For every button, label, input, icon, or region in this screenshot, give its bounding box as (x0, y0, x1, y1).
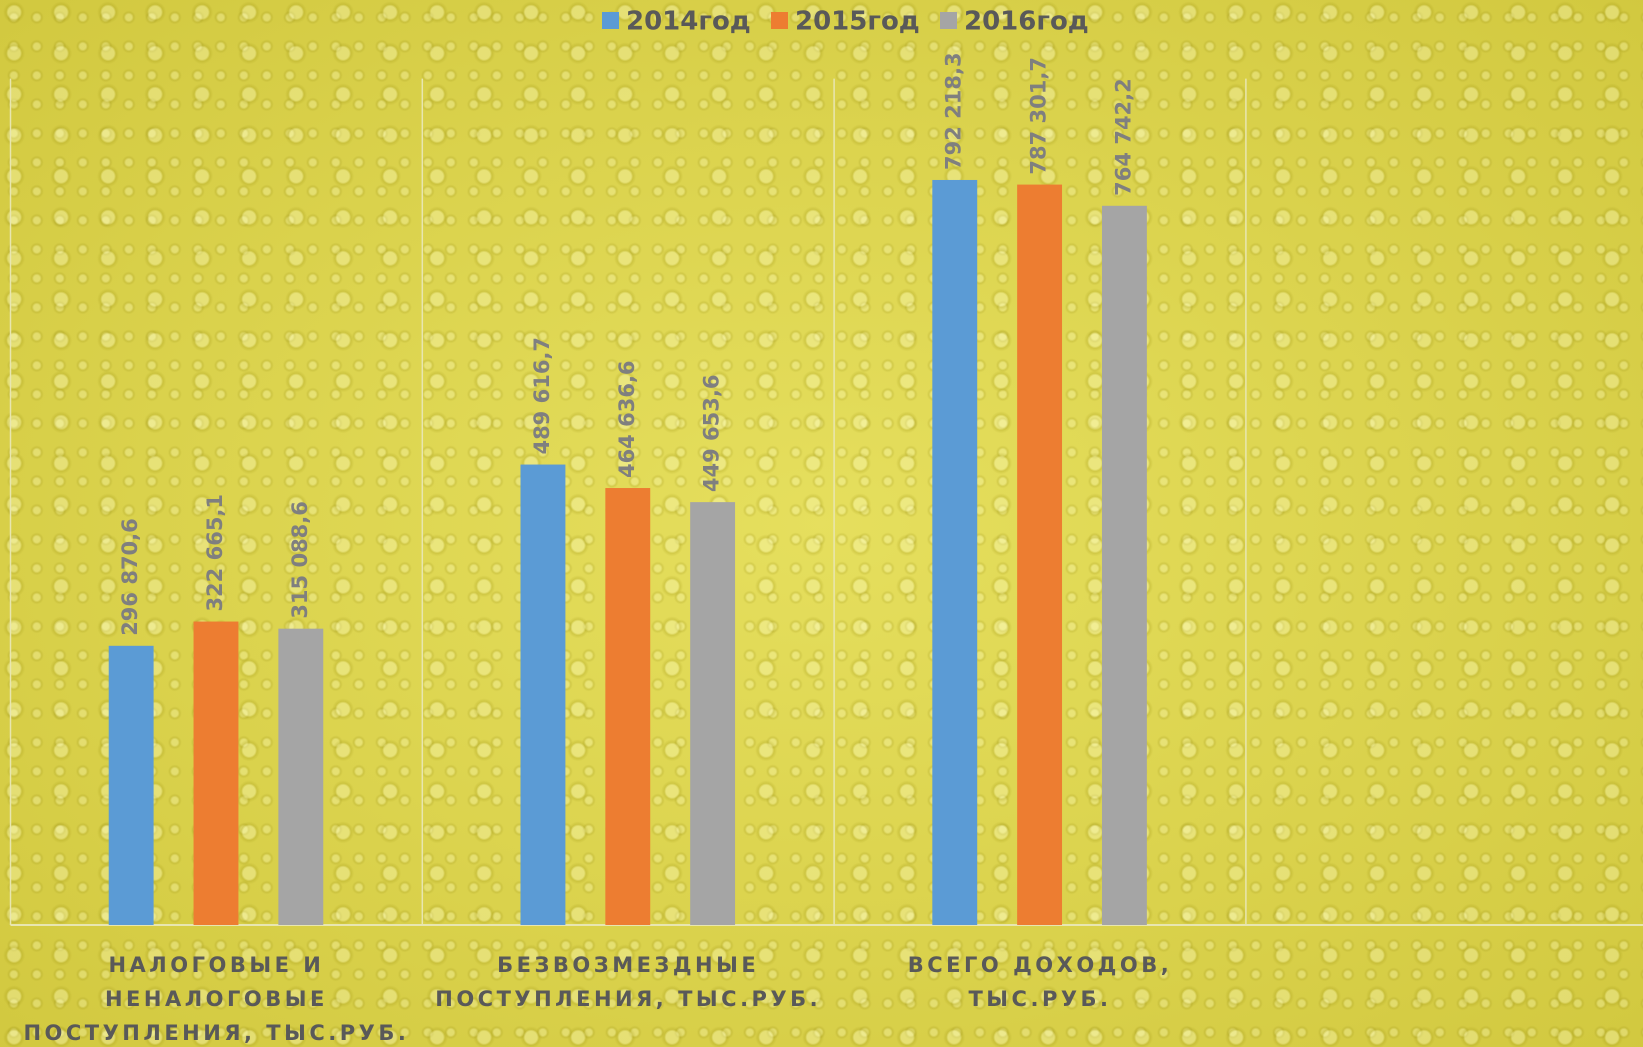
legend-swatch (940, 12, 957, 29)
data-label: 792 218,3 (942, 52, 966, 170)
legend-label: 2014год (626, 7, 751, 37)
bar (520, 464, 566, 925)
x-tick-label: ВСЕГО ДОХОДОВ, ТЫС.РУБ. (907, 953, 1173, 1011)
data-label: 449 653,6 (700, 375, 724, 493)
data-label: 787 301,7 (1027, 57, 1051, 175)
x-tick-label: БЕЗВОЗМЕЗДНЫЕ ПОСТУПЛЕНИЯ, ТЫС.РУБ. (435, 953, 822, 1011)
bar (108, 645, 154, 925)
legend-label: 2015год (795, 7, 920, 37)
x-tick-label: НАЛОГОВЫЕ И НЕНАЛОГОВЫЕ ПОСТУПЛЕНИЯ, ТЫС… (23, 953, 410, 1045)
legend-swatch (771, 12, 788, 29)
legend-swatch (602, 12, 619, 29)
data-label: 764 742,2 (1111, 78, 1135, 196)
legend-label: 2016год (964, 7, 1089, 37)
bar (193, 621, 239, 925)
bar (1017, 184, 1063, 925)
bar (1101, 205, 1147, 926)
data-label: 296 870,6 (118, 518, 142, 636)
bar (278, 628, 324, 925)
data-label: 322 665,1 (203, 494, 227, 612)
data-label: 464 636,6 (615, 360, 639, 478)
bar (932, 179, 978, 925)
bar (605, 488, 651, 925)
bar (690, 502, 736, 925)
data-label: 489 616,7 (530, 337, 554, 455)
data-label: 315 088,6 (288, 501, 312, 619)
